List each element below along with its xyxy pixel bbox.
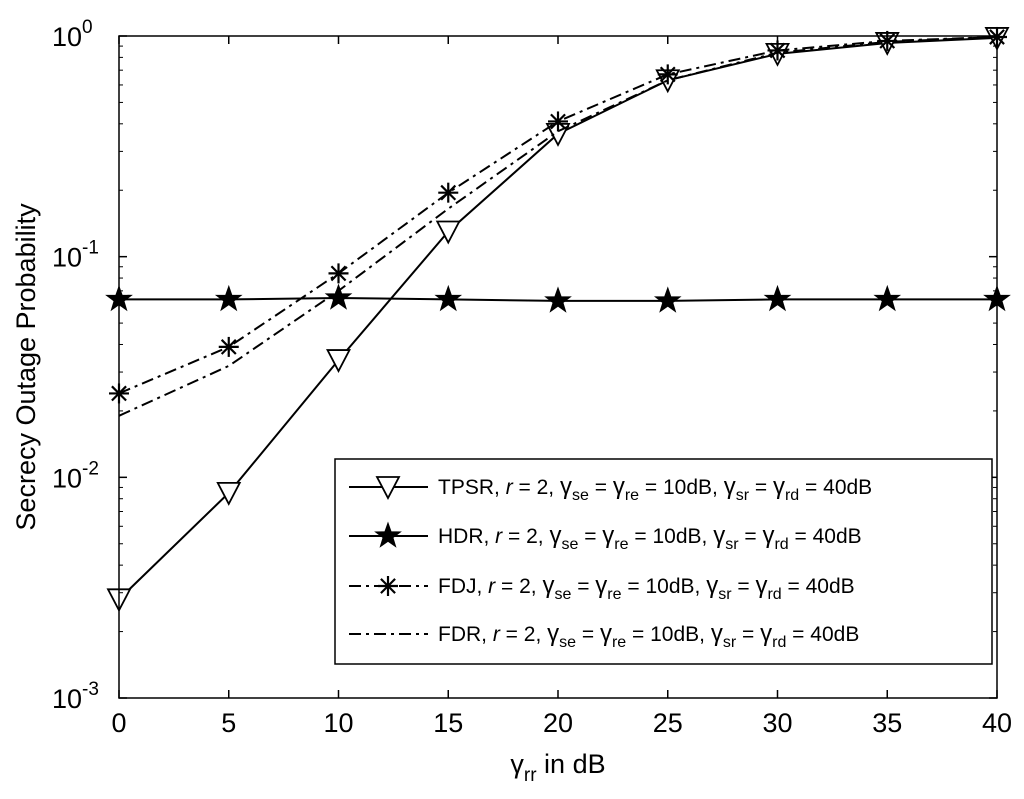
legend-samples — [349, 476, 428, 635]
legend-marker-tpsr — [375, 476, 401, 500]
x-tick-label: 25 — [653, 708, 683, 738]
y-tick-label: 10-2 — [52, 458, 99, 493]
data-point-hdr — [653, 286, 682, 313]
y-tick-label: 100 — [52, 17, 93, 52]
legend-label-fdj: FDJ, r = 2, γse = γre = 10dB, γsr = γrd … — [438, 572, 855, 603]
x-axis-title-rest: in dB — [537, 749, 606, 779]
data-point-hdr — [873, 284, 902, 312]
x-tick-label: 20 — [543, 708, 573, 738]
series-line-fdr — [118, 36, 998, 417]
data-point-tpsr — [216, 482, 242, 506]
x-axis-title-sub: rr — [524, 765, 537, 786]
data-point-tpsr — [435, 220, 461, 245]
legend: TPSR, r = 2, γse = γre = 10dB, γsr = γrd… — [334, 458, 993, 665]
x-tick-label: 30 — [762, 708, 792, 738]
axis-layer: 0 5 10 15 20 25 30 35 40 10-3 10-2 10-1 100 — [52, 17, 1012, 738]
x-tick-label: 35 — [872, 708, 902, 738]
legend-texts: TPSR, r = 2, γse = γre = 10dB, γsr = γrd… — [438, 473, 872, 651]
data-point-fdj — [328, 263, 349, 284]
x-tick-label: 10 — [323, 708, 353, 738]
x-tick-label: 40 — [982, 708, 1012, 738]
data-point-hdr — [763, 284, 792, 312]
data-point-fdj — [218, 336, 239, 357]
data-point-fdj — [657, 64, 678, 85]
legend-label-fdr: FDR, r = 2, γse = γre = 10dB, γsr = γrd … — [438, 620, 859, 651]
x-axis-title-base: γ — [510, 749, 524, 779]
x-tick-label: 0 — [111, 708, 126, 738]
legend-label-tpsr: TPSR, r = 2, γse = γre = 10dB, γsr = γrd… — [438, 473, 872, 504]
series-fdr — [118, 36, 998, 417]
data-point-hdr — [434, 284, 463, 312]
data-point-tpsr — [326, 349, 351, 373]
y-tick-label: 10-3 — [52, 679, 99, 714]
data-point-fdj — [438, 182, 459, 203]
legend-marker-hdr — [374, 521, 402, 548]
data-point-hdr — [544, 286, 572, 313]
data-point-hdr — [324, 283, 353, 310]
y-tick-label: 10-1 — [52, 238, 99, 273]
x-tick-label: 5 — [221, 708, 236, 738]
legend-label-hdr: HDR, r = 2, γse = γre = 10dB, γsr = γrd … — [438, 522, 862, 553]
legend-marker-fdj — [378, 576, 398, 596]
data-point-fdj — [548, 111, 568, 132]
x-tick-label: 15 — [433, 708, 463, 738]
legend-box — [334, 458, 993, 665]
x-axis-title: γrr in dB — [510, 749, 605, 786]
data-point-hdr — [214, 284, 243, 312]
y-axis-title: Secrecy Outage Probability — [11, 203, 41, 531]
